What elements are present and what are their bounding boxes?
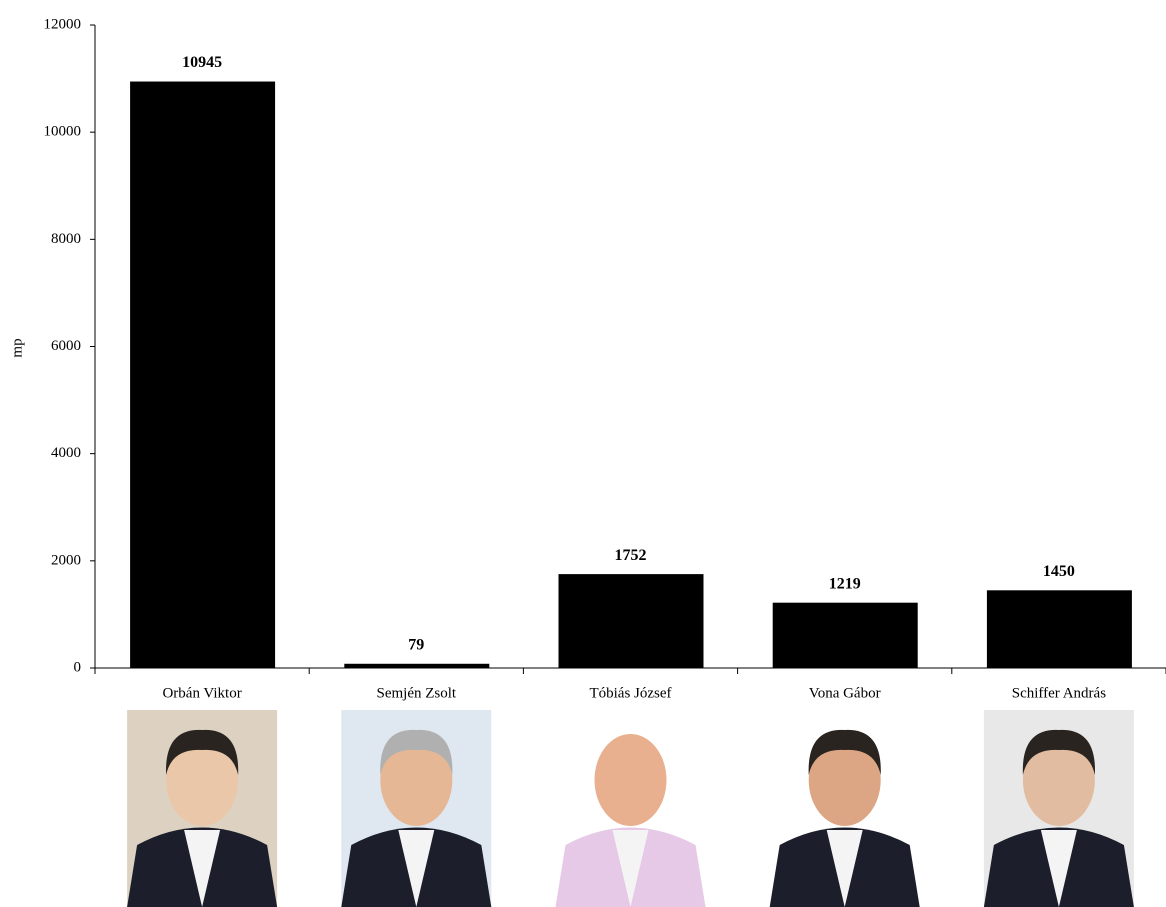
- portrait-head: [166, 734, 239, 826]
- portrait-shirt: [826, 830, 863, 907]
- portrait-head: [1022, 734, 1095, 826]
- bar: [772, 602, 918, 668]
- portrait-hair: [380, 729, 453, 775]
- portrait-head: [808, 734, 881, 826]
- y-tick-label: 10000: [44, 124, 82, 140]
- y-tick-label: 4000: [51, 445, 81, 461]
- portrait-hair: [1022, 729, 1095, 775]
- value-label: 79: [408, 636, 424, 653]
- x-tick-label: Semjén Zsolt: [377, 685, 457, 701]
- portrait-hair: [808, 729, 881, 775]
- x-tick-label: Vona Gábor: [809, 685, 881, 701]
- y-tick-label: 12000: [44, 16, 82, 32]
- x-tick-label: Tóbiás József: [589, 685, 671, 701]
- y-tick-label: 6000: [51, 338, 81, 354]
- portrait-head: [380, 734, 453, 826]
- y-tick-label: 0: [74, 659, 82, 675]
- portrait-shirt: [398, 830, 435, 907]
- portrait-shirt: [612, 830, 649, 907]
- y-tick-label: 8000: [51, 231, 81, 247]
- portrait-hair: [166, 729, 239, 775]
- portrait-head: [594, 734, 667, 826]
- y-axis-label: mp: [9, 338, 25, 357]
- portrait-shirt: [1040, 830, 1077, 907]
- bar: [558, 574, 704, 668]
- value-label: 1752: [615, 547, 647, 564]
- bar: [986, 590, 1132, 668]
- value-label: 1450: [1043, 563, 1075, 580]
- portrait-shirt: [184, 830, 221, 907]
- x-tick-label: Orbán Viktor: [162, 685, 241, 701]
- value-label: 1219: [829, 575, 861, 592]
- value-label: 10945: [182, 54, 222, 71]
- bar: [344, 663, 490, 668]
- bar: [130, 81, 276, 669]
- y-tick-label: 2000: [51, 552, 81, 568]
- x-tick-label: Schiffer András: [1012, 685, 1106, 701]
